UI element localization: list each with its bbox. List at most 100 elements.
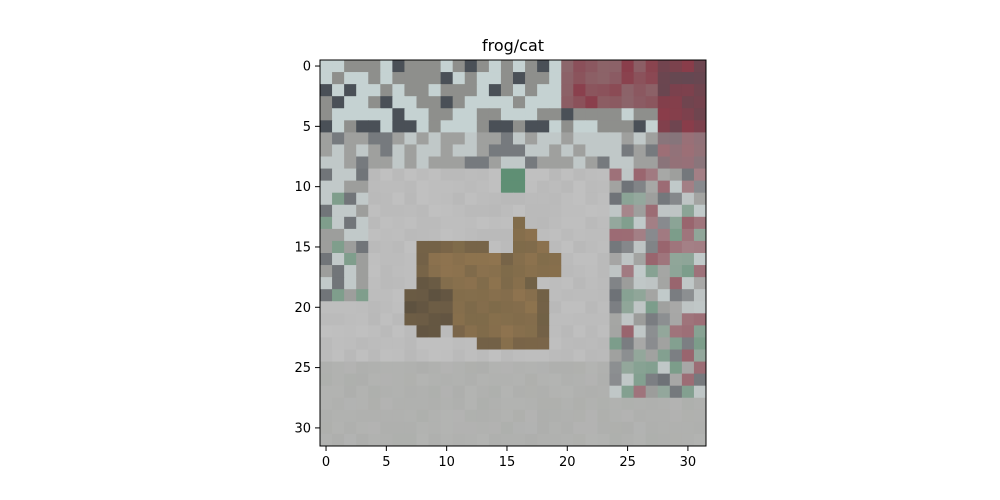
pixel: [416, 421, 430, 435]
pixel: [537, 240, 550, 254]
pixel: [561, 72, 574, 85]
pixel: [633, 265, 647, 278]
pixel: [693, 313, 706, 326]
pixel: [500, 397, 514, 411]
pixel: [368, 144, 381, 158]
pixel: [645, 265, 659, 278]
pixel: [573, 180, 586, 194]
pixel: [621, 397, 635, 411]
pixel: [525, 144, 538, 158]
pixel: [561, 60, 574, 73]
pixel: [356, 192, 369, 206]
pixel: [525, 337, 538, 351]
pixel: [573, 265, 586, 278]
pixel: [537, 108, 550, 121]
pixel: [513, 156, 526, 170]
pixel: [585, 337, 599, 351]
pixel: [344, 313, 357, 326]
pixel: [464, 132, 478, 146]
pixel: [573, 385, 586, 399]
pixel: [681, 156, 695, 170]
pixel: [440, 240, 454, 254]
pixel: [537, 168, 550, 182]
pixel: [669, 180, 683, 194]
pixel: [585, 156, 599, 170]
pixel: [464, 228, 478, 242]
pixel: [669, 72, 683, 85]
pixel: [513, 325, 526, 339]
pixel: [645, 313, 659, 326]
pixel: [525, 156, 538, 170]
pixel: [657, 409, 671, 423]
pixel: [573, 72, 586, 85]
pixel: [356, 168, 369, 182]
pixel: [428, 421, 442, 435]
pixel: [537, 265, 550, 278]
pixel: [537, 277, 550, 290]
pixel: [344, 72, 357, 85]
pixel: [669, 156, 683, 170]
pixel: [332, 397, 345, 411]
pixel: [344, 192, 357, 206]
pixel: [488, 216, 502, 230]
pixel: [392, 132, 406, 146]
pixel: [537, 204, 550, 218]
pixel: [476, 216, 490, 230]
pixel: [585, 373, 599, 387]
pixel: [561, 168, 574, 182]
pixel: [645, 96, 659, 109]
pixel: [585, 216, 599, 230]
pixel: [380, 433, 393, 446]
pixel: [428, 240, 442, 254]
pixel: [609, 72, 623, 85]
pixel: [513, 72, 526, 85]
pixel: [561, 421, 574, 435]
pixel: [476, 433, 490, 446]
pixel: [657, 168, 671, 182]
pixel: [525, 72, 538, 85]
pixel: [609, 168, 623, 182]
pixel: [464, 421, 478, 435]
pixel: [464, 72, 478, 85]
pixel: [585, 204, 599, 218]
pixel: [332, 144, 345, 158]
pixel: [344, 132, 357, 146]
pixel: [488, 385, 502, 399]
pixel: [513, 204, 526, 218]
pixel: [549, 168, 562, 182]
pixel: [368, 108, 381, 121]
pixel: [464, 168, 478, 182]
pixel: [537, 60, 550, 73]
pixel: [621, 180, 635, 194]
pixel: [609, 277, 623, 290]
pixel: [621, 265, 635, 278]
pixel: [609, 349, 623, 363]
pixel: [332, 433, 345, 446]
pixel: [488, 60, 502, 73]
pixel: [356, 72, 369, 85]
pixel: [464, 325, 478, 339]
pixel: [500, 132, 514, 146]
pixel: [428, 313, 442, 326]
pixel: [416, 216, 430, 230]
pixel: [380, 192, 393, 206]
pixel: [645, 289, 659, 302]
pixel: [356, 409, 369, 423]
pixel: [525, 349, 538, 363]
pixel: [657, 84, 671, 97]
pixel: [464, 204, 478, 218]
pixel: [573, 421, 586, 435]
pixel: [416, 385, 430, 399]
pixel: [404, 96, 418, 109]
pixel: [428, 108, 442, 121]
pixel: [657, 301, 671, 314]
pixel: [681, 120, 695, 133]
pixel: [452, 373, 466, 387]
pixel: [344, 385, 357, 399]
pixel: [404, 132, 418, 146]
pixel: [609, 60, 623, 73]
pixel: [585, 180, 599, 194]
pixel: [428, 397, 442, 411]
pixel: [320, 216, 333, 230]
pixel: [609, 156, 623, 170]
